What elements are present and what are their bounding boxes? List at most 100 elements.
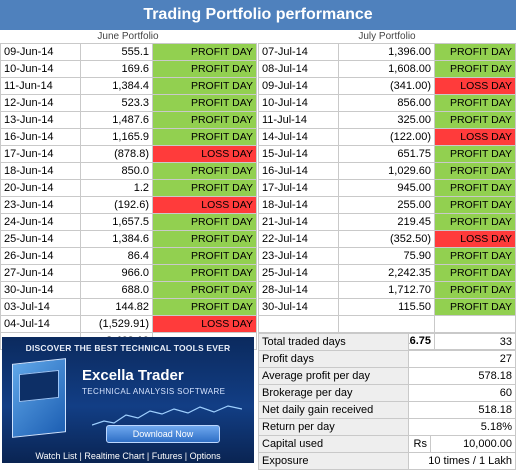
- status-cell[interactable]: PROFIT DAY: [152, 43, 257, 61]
- status-cell[interactable]: PROFIT DAY: [434, 94, 516, 112]
- date-cell[interactable]: 25-Jun-14: [0, 230, 81, 248]
- stat-label[interactable]: Average profit per day: [258, 367, 409, 385]
- date-cell[interactable]: 18-Jul-14: [258, 196, 339, 214]
- amount-cell[interactable]: 86.4: [80, 247, 153, 265]
- stat-unit[interactable]: Rs: [408, 435, 431, 453]
- date-cell[interactable]: 30-Jul-14: [258, 298, 339, 316]
- date-cell[interactable]: 07-Jul-14: [258, 43, 339, 61]
- status-cell[interactable]: PROFIT DAY: [152, 111, 257, 129]
- status-cell[interactable]: PROFIT DAY: [152, 213, 257, 231]
- status-cell[interactable]: PROFIT DAY: [434, 247, 516, 265]
- date-cell[interactable]: 09-Jul-14: [258, 77, 339, 95]
- status-cell[interactable]: PROFIT DAY: [434, 60, 516, 78]
- status-cell[interactable]: LOSS DAY: [434, 77, 516, 95]
- status-cell[interactable]: PROFIT DAY: [152, 281, 257, 299]
- amount-cell[interactable]: (341.00): [338, 77, 435, 95]
- date-cell[interactable]: 23-Jun-14: [0, 196, 81, 214]
- stat-value[interactable]: 10 times / 1 Lakh: [408, 452, 516, 470]
- status-cell[interactable]: [434, 315, 516, 333]
- stat-value[interactable]: 10,000.00: [430, 435, 516, 453]
- date-cell[interactable]: 30-Jun-14: [0, 281, 81, 299]
- status-cell[interactable]: PROFIT DAY: [434, 179, 516, 197]
- status-cell[interactable]: LOSS DAY: [434, 128, 516, 146]
- date-cell[interactable]: 10-Jul-14: [258, 94, 339, 112]
- stat-label[interactable]: Total traded days: [258, 333, 409, 351]
- amount-cell[interactable]: 651.75: [338, 145, 435, 163]
- amount-cell[interactable]: 555.1: [80, 43, 153, 61]
- status-cell[interactable]: PROFIT DAY: [434, 162, 516, 180]
- amount-cell[interactable]: (1,529.91): [80, 315, 153, 333]
- amount-cell[interactable]: 219.45: [338, 213, 435, 231]
- date-cell[interactable]: 24-Jun-14: [0, 213, 81, 231]
- status-cell[interactable]: PROFIT DAY: [152, 162, 257, 180]
- amount-cell[interactable]: 1,384.4: [80, 77, 153, 95]
- stat-value[interactable]: 578.18: [408, 367, 516, 385]
- status-cell[interactable]: PROFIT DAY: [434, 213, 516, 231]
- amount-cell[interactable]: 1,165.9: [80, 128, 153, 146]
- stat-value[interactable]: 60: [408, 384, 516, 402]
- amount-cell[interactable]: 1,712.70: [338, 281, 435, 299]
- stat-label[interactable]: Net daily gain received: [258, 401, 409, 419]
- stat-label[interactable]: Return per day: [258, 418, 409, 436]
- excella-trader-ad-banner[interactable]: DISCOVER THE BEST TECHNICAL TOOLS EVER E…: [2, 337, 254, 463]
- date-cell[interactable]: 26-Jun-14: [0, 247, 81, 265]
- stat-value[interactable]: 5.18%: [408, 418, 516, 436]
- date-cell[interactable]: 14-Jul-14: [258, 128, 339, 146]
- date-cell[interactable]: 25-Jul-14: [258, 264, 339, 282]
- date-cell[interactable]: 20-Jun-14: [0, 179, 81, 197]
- date-cell[interactable]: 22-Jul-14: [258, 230, 339, 248]
- status-cell[interactable]: PROFIT DAY: [152, 94, 257, 112]
- date-cell[interactable]: [258, 315, 339, 333]
- stat-label[interactable]: Exposure: [258, 452, 409, 470]
- stat-label[interactable]: Brokerage per day: [258, 384, 409, 402]
- amount-cell[interactable]: 945.00: [338, 179, 435, 197]
- status-cell[interactable]: PROFIT DAY: [434, 196, 516, 214]
- status-cell[interactable]: LOSS DAY: [152, 196, 257, 214]
- amount-cell[interactable]: 850.0: [80, 162, 153, 180]
- status-cell[interactable]: PROFIT DAY: [152, 247, 257, 265]
- date-cell[interactable]: 11-Jul-14: [258, 111, 339, 129]
- status-cell[interactable]: PROFIT DAY: [434, 298, 516, 316]
- status-cell[interactable]: PROFIT DAY: [434, 281, 516, 299]
- date-cell[interactable]: 11-Jun-14: [0, 77, 81, 95]
- amount-cell[interactable]: 856.00: [338, 94, 435, 112]
- download-now-button[interactable]: Download Now: [106, 425, 220, 443]
- date-cell[interactable]: 08-Jul-14: [258, 60, 339, 78]
- amount-cell[interactable]: 688.0: [80, 281, 153, 299]
- date-cell[interactable]: 27-Jun-14: [0, 264, 81, 282]
- amount-cell[interactable]: 115.50: [338, 298, 435, 316]
- amount-cell[interactable]: 1,384.6: [80, 230, 153, 248]
- status-cell[interactable]: PROFIT DAY: [152, 264, 257, 282]
- amount-cell[interactable]: 1,657.5: [80, 213, 153, 231]
- status-cell[interactable]: LOSS DAY: [434, 230, 516, 248]
- date-cell[interactable]: 03-Jul-14: [0, 298, 81, 316]
- amount-cell[interactable]: (192.6): [80, 196, 153, 214]
- date-cell[interactable]: 23-Jul-14: [258, 247, 339, 265]
- date-cell[interactable]: 17-Jun-14: [0, 145, 81, 163]
- date-cell[interactable]: 09-Jun-14: [0, 43, 81, 61]
- status-cell[interactable]: PROFIT DAY: [434, 43, 516, 61]
- amount-cell[interactable]: 144.82: [80, 298, 153, 316]
- status-cell[interactable]: PROFIT DAY: [152, 230, 257, 248]
- stat-value[interactable]: 27: [408, 350, 516, 368]
- date-cell[interactable]: 21-Jul-14: [258, 213, 339, 231]
- date-cell[interactable]: 18-Jun-14: [0, 162, 81, 180]
- status-cell[interactable]: PROFIT DAY: [152, 298, 257, 316]
- status-cell[interactable]: PROFIT DAY: [152, 60, 257, 78]
- status-cell[interactable]: PROFIT DAY: [434, 111, 516, 129]
- status-cell[interactable]: LOSS DAY: [152, 315, 257, 333]
- date-cell[interactable]: 13-Jun-14: [0, 111, 81, 129]
- status-cell[interactable]: PROFIT DAY: [434, 145, 516, 163]
- status-cell[interactable]: PROFIT DAY: [152, 179, 257, 197]
- amount-cell[interactable]: 1,029.60: [338, 162, 435, 180]
- date-cell[interactable]: 15-Jul-14: [258, 145, 339, 163]
- stat-label[interactable]: Profit days: [258, 350, 409, 368]
- date-cell[interactable]: 16-Jul-14: [258, 162, 339, 180]
- amount-cell[interactable]: 2,242.35: [338, 264, 435, 282]
- stat-value[interactable]: 518.18: [408, 401, 516, 419]
- amount-cell[interactable]: (122.00): [338, 128, 435, 146]
- amount-cell[interactable]: 1.2: [80, 179, 153, 197]
- amount-cell[interactable]: 966.0: [80, 264, 153, 282]
- status-cell[interactable]: LOSS DAY: [152, 145, 257, 163]
- amount-cell[interactable]: (878.8): [80, 145, 153, 163]
